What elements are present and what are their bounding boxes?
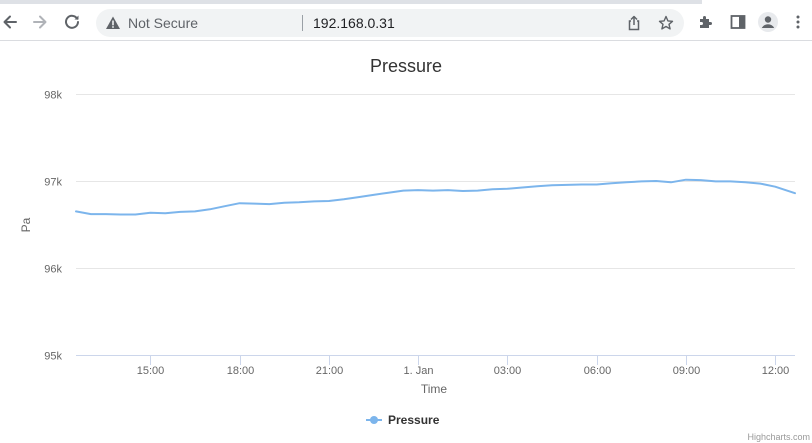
address-bar[interactable]: Not Secure 192.168.0.31 xyxy=(96,9,684,37)
x-tick-label: 1. Jan xyxy=(404,365,434,377)
share-button[interactable] xyxy=(624,13,644,33)
bookmark-button[interactable] xyxy=(656,13,676,33)
y-tick-label: 95k xyxy=(44,351,62,363)
puzzle-icon xyxy=(700,16,712,28)
forward-arrow-icon xyxy=(33,15,47,29)
x-tick-label: 15:00 xyxy=(137,365,165,377)
series-pressure[interactable] xyxy=(75,178,796,216)
legend-item-pressure[interactable]: Pressure xyxy=(366,413,439,427)
y-tick-label: 96k xyxy=(44,264,62,276)
chart-container: 95k 96k 97k 98k 15:00 18:00 21:00 1. Jan 03:00 0… xyxy=(0,41,812,443)
share-icon xyxy=(628,15,640,31)
grid-lines xyxy=(76,94,795,356)
y-tick-label: 97k xyxy=(44,177,62,189)
x-axis-title: Time xyxy=(421,382,448,396)
x-tick-label: 18:00 xyxy=(227,365,255,377)
profile-icon xyxy=(758,12,778,32)
x-tick-label: 09:00 xyxy=(673,365,701,377)
reload-button[interactable] xyxy=(58,8,86,36)
x-tick-label: 21:00 xyxy=(316,365,344,377)
reload-icon xyxy=(65,14,79,29)
x-tick-label: 03:00 xyxy=(494,365,522,377)
x-tick-label: 06:00 xyxy=(584,365,612,377)
forward-button[interactable] xyxy=(26,8,54,36)
url-text[interactable]: 192.168.0.31 xyxy=(313,15,395,31)
side-panel-button[interactable] xyxy=(728,12,748,32)
security-label[interactable]: Not Secure xyxy=(128,15,199,31)
series-line-pressure[interactable] xyxy=(75,178,796,216)
pressure-chart: 95k 96k 97k 98k 15:00 18:00 21:00 1. Jan 03:00 0… xyxy=(19,90,796,396)
browser-menu-button[interactable] xyxy=(788,12,808,32)
legend-label: Pressure xyxy=(388,413,440,427)
kebab-menu-icon xyxy=(796,15,800,29)
chart-title: Pressure xyxy=(369,56,443,76)
y-axis-ticks: 95k 96k 97k 98k xyxy=(44,90,62,363)
y-tick-label: 98k xyxy=(44,90,62,102)
browser-toolbar: Not Secure 192.168.0.31 xyxy=(0,4,812,41)
star-icon xyxy=(658,15,674,30)
extensions-button[interactable] xyxy=(696,12,716,32)
warning-triangle-icon[interactable] xyxy=(105,15,121,31)
legend-swatch xyxy=(366,415,382,425)
side-panel-icon xyxy=(730,15,746,29)
y-axis-title: Pa xyxy=(19,217,33,232)
back-arrow-icon xyxy=(3,15,17,29)
back-button[interactable] xyxy=(0,8,24,36)
active-tab-edge[interactable] xyxy=(702,0,812,4)
profile-button[interactable] xyxy=(758,12,778,32)
omnibox-separator xyxy=(302,15,303,31)
tab-strip xyxy=(0,0,812,4)
x-tick-label: 12:00 xyxy=(762,365,790,377)
credits-link[interactable]: Highcharts.com xyxy=(747,432,810,442)
x-axis: 15:00 18:00 21:00 1. Jan 03:00 06:00 09:00 12:0… xyxy=(76,355,795,377)
